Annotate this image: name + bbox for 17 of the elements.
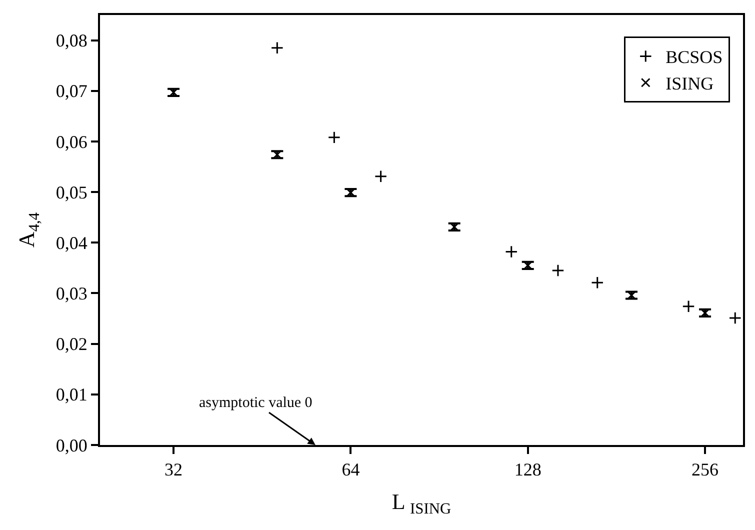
x-axis-title: L $_{ISING}$ xyxy=(392,489,452,518)
x-tick-label: 256 xyxy=(692,460,719,480)
y-tick-label: 0,07 xyxy=(56,81,88,102)
x-tick-label: 128 xyxy=(514,460,542,480)
annotation: asymptotic value 0 xyxy=(199,395,312,411)
y-tick-label: 0,00 xyxy=(56,435,88,456)
y-tick-label: 0,05 xyxy=(56,182,88,202)
y-tick-label: 0,08 xyxy=(56,30,88,51)
y-tick-label: 0,03 xyxy=(56,284,88,304)
x-tick-label: 64 xyxy=(342,460,360,480)
y-tick-label: 0,04 xyxy=(56,232,88,253)
x-tick-label: 32 xyxy=(164,460,183,480)
legend-label: ISING xyxy=(666,74,714,94)
legend-label: BCSOS xyxy=(666,47,723,68)
y-tick-label: 0,06 xyxy=(56,132,88,152)
y-tick-label: 0,01 xyxy=(56,384,88,405)
y-tick-label: 0,02 xyxy=(56,334,88,354)
